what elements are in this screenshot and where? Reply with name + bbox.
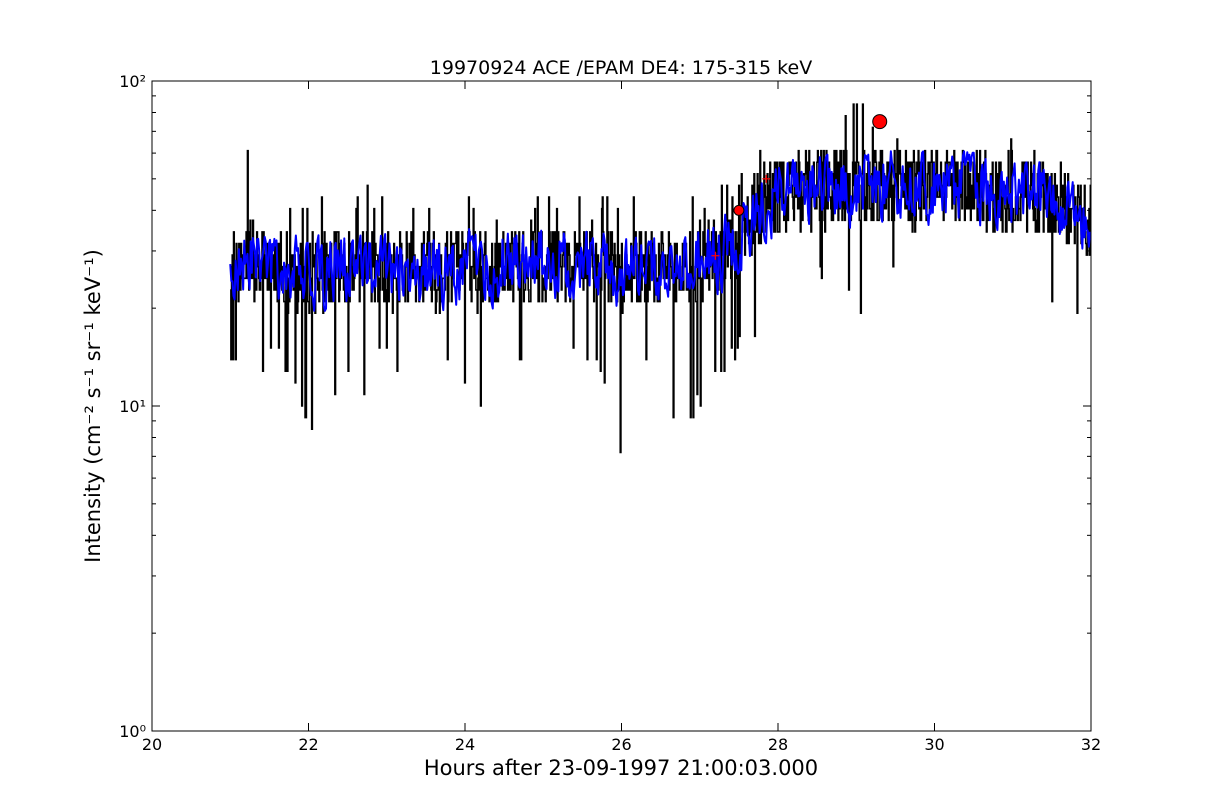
marker-plus-2 xyxy=(711,251,720,260)
y-tick-label-2: 10² xyxy=(119,72,146,91)
chart-title: 19970924 ACE /EPAM DE4: 175-315 keV xyxy=(430,57,812,79)
marker-circle-1 xyxy=(872,114,888,130)
marker-layer xyxy=(711,114,888,260)
series-blue-line xyxy=(229,150,1091,312)
x-tick-label-2: 24 xyxy=(455,735,475,754)
x-tick-label-6: 32 xyxy=(1081,735,1101,754)
x-axis-label: Hours after 23-09-1997 21:00:03.000 xyxy=(424,756,818,780)
x-tick-label-3: 26 xyxy=(611,735,631,754)
axes-layer: 20 22 24 26 28 30 32 10⁰ 10¹ 10² xyxy=(119,72,1101,754)
marker-circle-0 xyxy=(733,204,745,216)
series-layer xyxy=(229,103,1091,454)
x-tick-label-1: 22 xyxy=(298,735,318,754)
y-tick-label-1: 10¹ xyxy=(119,397,146,416)
y-tick-label-0: 10⁰ xyxy=(119,722,146,741)
x-tick-label-0: 20 xyxy=(142,735,162,754)
x-tick-label-5: 30 xyxy=(924,735,944,754)
x-tick-label-4: 28 xyxy=(768,735,788,754)
marker-plus-3 xyxy=(762,174,771,183)
y-axis-label: Intensity (cm⁻² s⁻¹ sr⁻¹ keV⁻¹) xyxy=(81,249,105,563)
